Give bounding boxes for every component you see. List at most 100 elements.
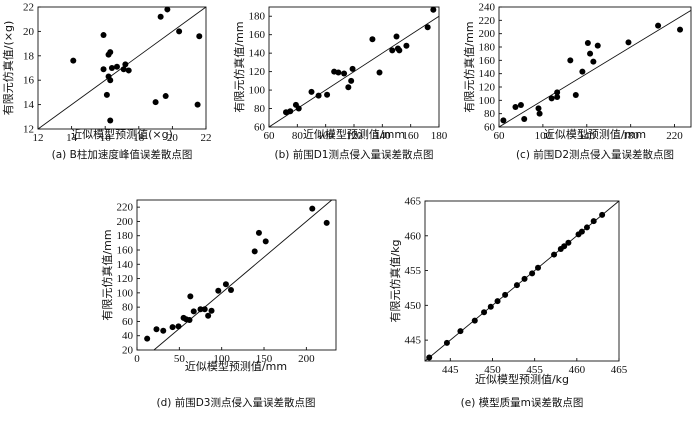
x-tick-label: 16 — [100, 132, 112, 144]
data-point — [125, 67, 132, 74]
data-point — [481, 309, 488, 316]
data-point — [187, 293, 194, 300]
x-tick-label: 100 — [213, 353, 230, 365]
y-tick-label: 80 — [484, 108, 496, 120]
x-tick-label: 150 — [256, 353, 273, 365]
y-tick-label: 180 — [479, 42, 496, 54]
plot-frame — [498, 6, 692, 128]
data-point — [349, 65, 356, 72]
data-point — [107, 117, 114, 124]
y-axis-label: 有限元仿真值/mm — [232, 21, 246, 112]
data-point — [565, 239, 572, 246]
data-point — [403, 42, 410, 49]
y-tick-label: 180 — [117, 230, 134, 242]
x-tick-label: 100 — [317, 130, 334, 142]
data-point — [551, 251, 558, 258]
data-point — [521, 116, 528, 122]
y-axis-label: 有限元仿真值/mm — [462, 21, 476, 112]
y-tick-label: 200 — [117, 216, 134, 228]
y-tick-label: 220 — [479, 15, 496, 27]
reference-line — [424, 200, 620, 362]
data-point — [122, 61, 129, 68]
plot-frame — [37, 6, 207, 130]
x-tick-label: 465 — [611, 364, 628, 376]
panel-e: 445 450 455 460 465 445 450 455 460 465 近似模型预测值/kg… — [388, 196, 628, 410]
data-point — [205, 312, 212, 319]
y-tick-label: 60 — [484, 122, 496, 134]
x-tick-label: 100 — [535, 130, 552, 142]
data-point — [567, 57, 574, 64]
data-point — [389, 47, 396, 54]
x-tick-label: 60 — [264, 130, 276, 142]
y-tick-label: 120 — [479, 82, 496, 94]
data-point — [583, 224, 590, 231]
data-point — [222, 281, 229, 288]
y-tick-label: 240 — [479, 2, 496, 14]
data-point — [548, 95, 555, 102]
y-axis-label: 有限元仿真值/kg — [388, 239, 402, 322]
y-tick-label: 22 — [23, 2, 34, 14]
data-point — [471, 317, 478, 324]
panel-c: 60 100 140 180 22060801001201401601802002202… — [462, 2, 692, 161]
data-point — [227, 287, 234, 293]
data-point — [561, 243, 568, 250]
data-point — [308, 88, 315, 95]
y-tick-label: 220 — [117, 202, 134, 214]
x-tick-label: 120 — [346, 130, 363, 142]
x-tick-label: 50 — [174, 353, 186, 365]
data-point — [502, 291, 509, 298]
x-tick-label: 200 — [298, 353, 315, 365]
x-tick-label: 20 — [167, 132, 179, 144]
data-point — [590, 218, 597, 225]
data-point — [517, 102, 524, 108]
data-point — [113, 63, 120, 70]
y-tick-label: 20 — [23, 26, 35, 38]
data-point — [169, 324, 176, 331]
y-tick-label: 40 — [122, 330, 134, 342]
y-tick-label: 100 — [249, 85, 266, 97]
x-tick-label: 22 — [201, 132, 212, 144]
reference-line — [153, 199, 333, 351]
data-point — [103, 91, 110, 98]
data-point — [554, 89, 561, 96]
data-point — [196, 33, 203, 40]
panel-caption: (a) B柱加速度峰值误差散点图 — [52, 148, 193, 161]
x-tick-label: 445 — [442, 364, 459, 376]
x-tick-label: 180 — [622, 130, 639, 142]
data-point — [157, 13, 164, 20]
x-tick-label: 80 — [292, 130, 304, 142]
data-point — [677, 26, 684, 33]
y-axis-label: 有限元仿真值/mm — [100, 229, 114, 320]
y-tick-label: 60 — [254, 122, 266, 134]
plot-frame — [136, 199, 337, 351]
y-tick-label: 160 — [249, 29, 266, 41]
data-point — [164, 6, 171, 13]
x-tick-label: 0 — [134, 353, 140, 365]
data-point — [625, 39, 632, 46]
y-tick-label: 100 — [117, 287, 134, 299]
y-tick-label: 80 — [122, 302, 134, 314]
x-tick-label: 180 — [431, 130, 448, 142]
data-point — [426, 354, 433, 361]
data-point — [599, 211, 606, 218]
data-point — [255, 229, 262, 236]
data-point — [108, 65, 115, 71]
data-point — [513, 282, 520, 289]
x-tick-label: 18 — [133, 132, 145, 144]
data-point — [324, 91, 331, 98]
y-tick-label: 160 — [117, 245, 134, 257]
data-point — [190, 308, 197, 315]
data-point — [309, 205, 316, 212]
data-point — [107, 49, 114, 56]
data-point — [529, 270, 536, 277]
y-tick-label: 140 — [249, 48, 266, 60]
y-tick-label: 450 — [405, 300, 422, 312]
y-tick-label: 80 — [254, 103, 266, 115]
data-point — [295, 105, 302, 112]
data-point — [100, 32, 107, 39]
x-tick-label: 60 — [494, 130, 506, 142]
y-tick-label: 140 — [479, 68, 496, 80]
x-axis-label: 近似模型预测值(×g) — [71, 127, 173, 141]
panel-caption: (e) 模型质量m误差散点图 — [461, 396, 584, 409]
